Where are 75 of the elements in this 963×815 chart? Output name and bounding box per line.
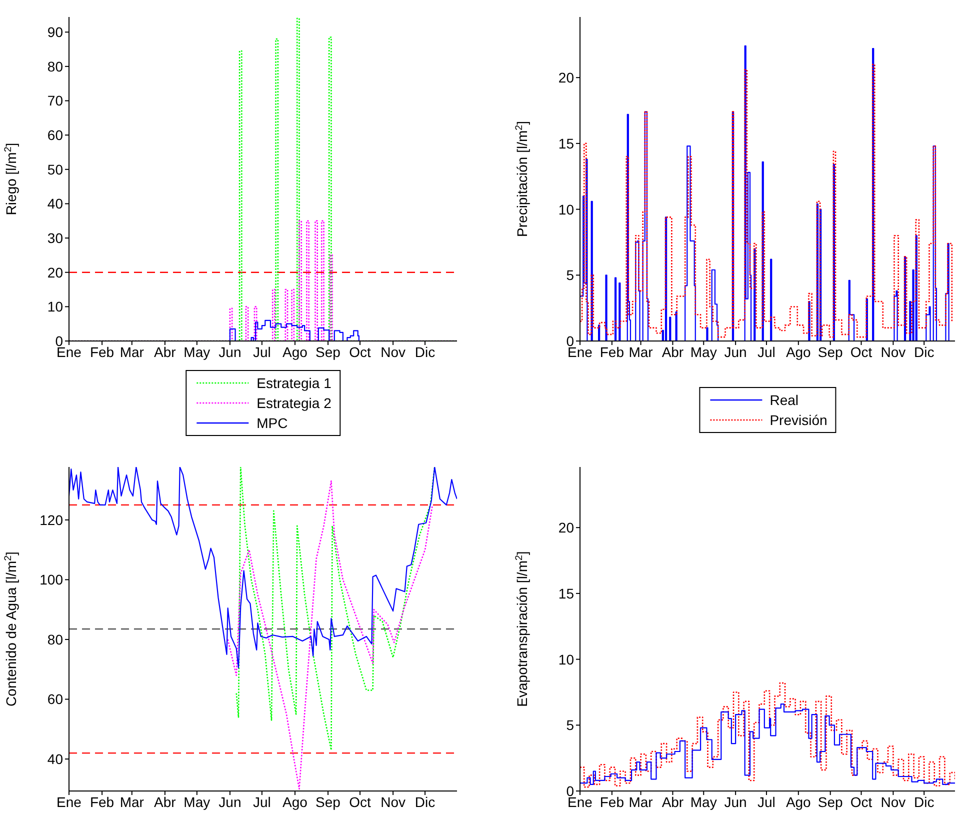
x-tick-label: Oct — [349, 344, 371, 360]
y-tick-label: 80 — [47, 58, 64, 74]
x-tick-label: Jul — [252, 794, 271, 810]
x-tick-label: Abr — [662, 794, 684, 810]
legend-label: Estrategia 2 — [256, 395, 332, 411]
x-tick-label: Jun — [218, 794, 242, 810]
x-tick-label: Oct — [850, 794, 872, 810]
x-tick-label: Dic — [414, 794, 436, 810]
legend-label: MPC — [256, 415, 288, 431]
x-tick-label: Mar — [628, 794, 654, 810]
y-tick-label: 15 — [558, 585, 574, 602]
x-tick-label: May — [690, 794, 717, 810]
y-tick-label: 100 — [40, 572, 64, 588]
legend-label: Estrategia 1 — [256, 375, 332, 391]
legend-label: Previsión — [770, 412, 828, 428]
x-tick-label: Jul — [758, 344, 776, 360]
y-tick-label: 40 — [47, 196, 64, 212]
x-tick-label: Ago — [282, 794, 308, 810]
y-tick-label: 70 — [47, 92, 64, 109]
x-tick-label: Ago — [282, 344, 308, 360]
x-tick-label: Jul — [252, 344, 271, 360]
y-tick-label: 30 — [47, 230, 64, 246]
x-tick-label: Mar — [120, 344, 144, 360]
y-tick-label: 20 — [558, 520, 574, 536]
y-tick-label: 80 — [47, 631, 64, 648]
x-tick-label: Jun — [724, 344, 747, 360]
x-tick-label: Nov — [880, 344, 906, 360]
y-tick-label: 20 — [47, 264, 64, 280]
y-tick-label: 10 — [47, 298, 64, 315]
x-tick-label: Mar — [628, 344, 654, 360]
x-tick-label: Sep — [818, 344, 844, 360]
x-tick-label: Nov — [380, 794, 406, 810]
x-tick-label: Mar — [120, 794, 144, 810]
x-tick-label: Oct — [349, 794, 371, 810]
y-tick-label: 60 — [47, 127, 64, 144]
x-tick-label: Dic — [414, 344, 436, 360]
y-tick-label: 5 — [566, 717, 574, 734]
x-tick-label: May — [184, 344, 210, 360]
x-tick-label: Dic — [914, 794, 934, 810]
x-tick-label: Jun — [724, 794, 747, 810]
x-tick-label: Nov — [380, 344, 406, 360]
x-tick-label: Abr — [662, 344, 684, 360]
x-tick-label: Feb — [600, 344, 624, 360]
x-tick-label: Sep — [316, 344, 341, 360]
x-tick-label: Jul — [758, 794, 776, 810]
x-tick-label: Abr — [154, 344, 176, 360]
y-tick-label: 5 — [566, 267, 574, 284]
line-series — [227, 480, 434, 790]
x-tick-label: Ago — [786, 794, 812, 810]
x-tick-label: May — [690, 344, 717, 360]
x-tick-label: Ene — [56, 794, 82, 810]
y-tick-label: 50 — [47, 161, 64, 178]
y-tick-label: 90 — [47, 24, 64, 40]
x-tick-label: Oct — [850, 344, 872, 360]
y-tick-label: 120 — [40, 512, 64, 528]
x-tick-label: Nov — [880, 794, 906, 810]
y-tick-label: 10 — [558, 651, 574, 668]
x-tick-label: Sep — [316, 794, 341, 810]
y-tick-label: 10 — [558, 201, 574, 218]
y-tick-label: 40 — [47, 750, 64, 767]
x-tick-label: Jun — [218, 344, 242, 360]
y-tick-label: 20 — [558, 70, 574, 86]
x-tick-label: Feb — [600, 794, 624, 810]
x-tick-label: Abr — [154, 794, 176, 810]
x-tick-label: May — [184, 794, 210, 810]
x-tick-label: Dic — [914, 344, 934, 360]
legend-label: Real — [770, 392, 798, 408]
line-series — [236, 467, 436, 751]
x-tick-label: Feb — [90, 344, 114, 360]
y-tick-label: 60 — [47, 691, 64, 708]
y-tick-label: 15 — [558, 135, 574, 152]
x-tick-label: Ago — [786, 344, 812, 360]
line-series — [69, 467, 457, 668]
x-tick-label: Sep — [818, 794, 844, 810]
x-tick-label: Feb — [90, 794, 114, 810]
